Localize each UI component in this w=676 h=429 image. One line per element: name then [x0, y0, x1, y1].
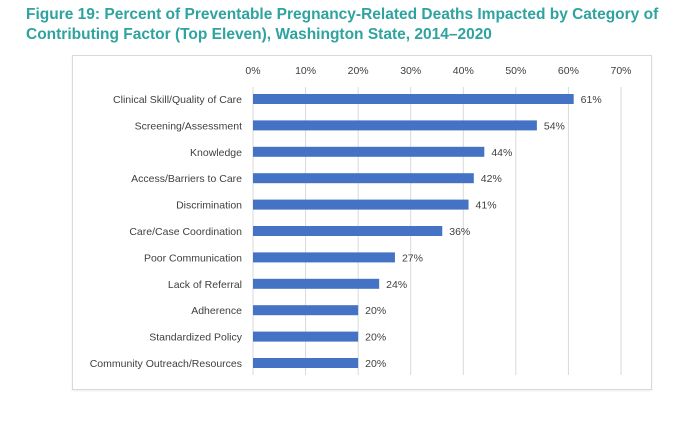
data-label: 42%: [481, 173, 502, 185]
data-label: 36%: [449, 226, 470, 238]
x-tick-label: 50%: [505, 65, 526, 77]
category-label: Clinical Skill/Quality of Care: [113, 94, 242, 106]
bar: [253, 226, 443, 236]
bar: [253, 331, 359, 342]
category-label: Poor Communication: [144, 252, 242, 264]
data-label: 41%: [476, 200, 497, 212]
category-label: Lack of Referral: [168, 279, 242, 291]
data-label: 20%: [365, 358, 386, 370]
x-tick-label: 70%: [610, 65, 631, 77]
bar: [253, 199, 469, 210]
data-label: 44%: [491, 147, 512, 159]
bar: [253, 146, 485, 157]
category-label: Access/Barriers to Care: [131, 173, 242, 185]
data-label: 20%: [365, 332, 386, 344]
bar: [253, 94, 574, 104]
category-label: Care/Case Coordination: [129, 226, 242, 238]
x-tick-label: 10%: [295, 65, 316, 77]
category-label: Adherence: [191, 305, 242, 317]
bar: [253, 252, 395, 263]
category-label: Screening/Assessment: [135, 120, 242, 132]
data-label: 54%: [544, 120, 565, 132]
category-label: Discrimination: [176, 200, 242, 212]
chart-frame: [72, 55, 652, 390]
bar: [253, 173, 474, 184]
bar: [253, 305, 359, 316]
category-label: Knowledge: [190, 147, 242, 159]
category-label: Community Outreach/Resources: [90, 358, 242, 370]
data-label: 27%: [402, 252, 423, 264]
x-tick-label: 30%: [400, 65, 421, 77]
bar: [253, 358, 359, 368]
x-tick-label: 40%: [453, 65, 474, 77]
data-label: 24%: [386, 279, 407, 291]
bar: [253, 278, 380, 289]
category-label: Standardized Policy: [149, 332, 243, 344]
x-tick-label: 60%: [558, 65, 579, 77]
x-tick-label: 20%: [348, 65, 369, 77]
bar: [253, 120, 537, 131]
data-label: 20%: [365, 305, 386, 317]
data-label: 61%: [581, 94, 602, 106]
chart-title: Figure 19: Percent of Preventable Pregna…: [26, 6, 659, 43]
x-tick-label: 0%: [245, 65, 260, 77]
